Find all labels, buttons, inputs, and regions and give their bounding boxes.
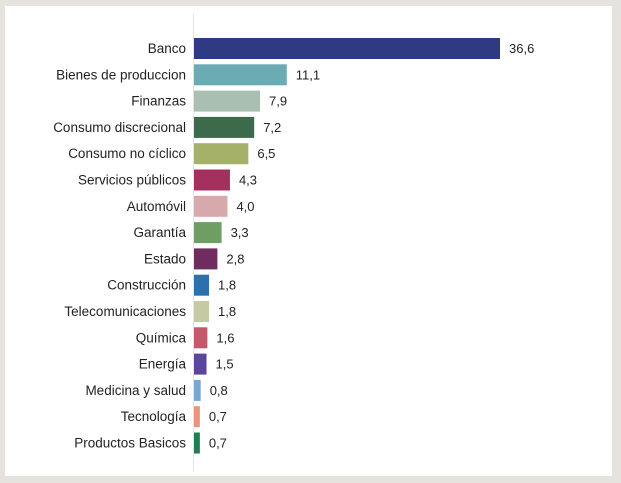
chart-panel — [5, 6, 612, 476]
value-label: 6,5 — [257, 146, 275, 161]
category-label: Energía — [139, 357, 187, 372]
bar — [194, 222, 222, 244]
bar — [194, 116, 255, 138]
bar — [194, 301, 210, 322]
bar — [194, 379, 201, 401]
value-label: 7,2 — [263, 120, 281, 135]
category-label: Banco — [148, 41, 186, 56]
bar — [194, 406, 200, 428]
category-label: Estado — [144, 251, 186, 266]
value-label: 1,6 — [216, 330, 234, 345]
value-label: 1,5 — [216, 357, 234, 372]
bar — [194, 327, 208, 349]
value-label: 36,6 — [509, 41, 534, 56]
category-label: Medicina y salud — [85, 383, 186, 398]
category-label: Productos Basicos — [74, 436, 186, 451]
bar — [194, 195, 228, 217]
category-label: Tecnología — [121, 409, 187, 424]
value-label: 0,8 — [210, 383, 228, 398]
value-label: 0,7 — [209, 436, 227, 451]
category-label: Construcción — [107, 278, 186, 293]
value-label: 0,7 — [209, 409, 227, 424]
category-label: Telecomunicaciones — [64, 304, 186, 319]
category-label: Finanzas — [131, 94, 186, 109]
bar — [194, 90, 261, 112]
category-label: Química — [136, 330, 187, 345]
value-label: 4,0 — [236, 199, 254, 214]
category-label: Consumo no cíclico — [68, 146, 186, 161]
bar — [194, 353, 207, 375]
bar — [194, 248, 218, 270]
bar — [194, 169, 230, 191]
value-label: 2,8 — [226, 251, 244, 266]
bar — [194, 432, 200, 454]
category-label: Consumo discrecional — [53, 120, 186, 135]
value-label: 1,8 — [218, 278, 236, 293]
category-label: Servicios públicos — [78, 173, 186, 188]
bar — [194, 274, 210, 296]
value-label: 3,3 — [231, 225, 249, 240]
bar — [194, 143, 249, 165]
bar — [194, 38, 500, 59]
value-label: 7,9 — [269, 94, 287, 109]
value-label: 1,8 — [218, 304, 236, 319]
category-label: Garantía — [133, 225, 186, 240]
bar — [194, 64, 287, 86]
category-label: Automóvil — [127, 199, 186, 214]
value-label: 11,1 — [296, 67, 320, 82]
value-label: 4,3 — [239, 173, 257, 188]
category-label: Bienes de produccion — [56, 67, 186, 82]
